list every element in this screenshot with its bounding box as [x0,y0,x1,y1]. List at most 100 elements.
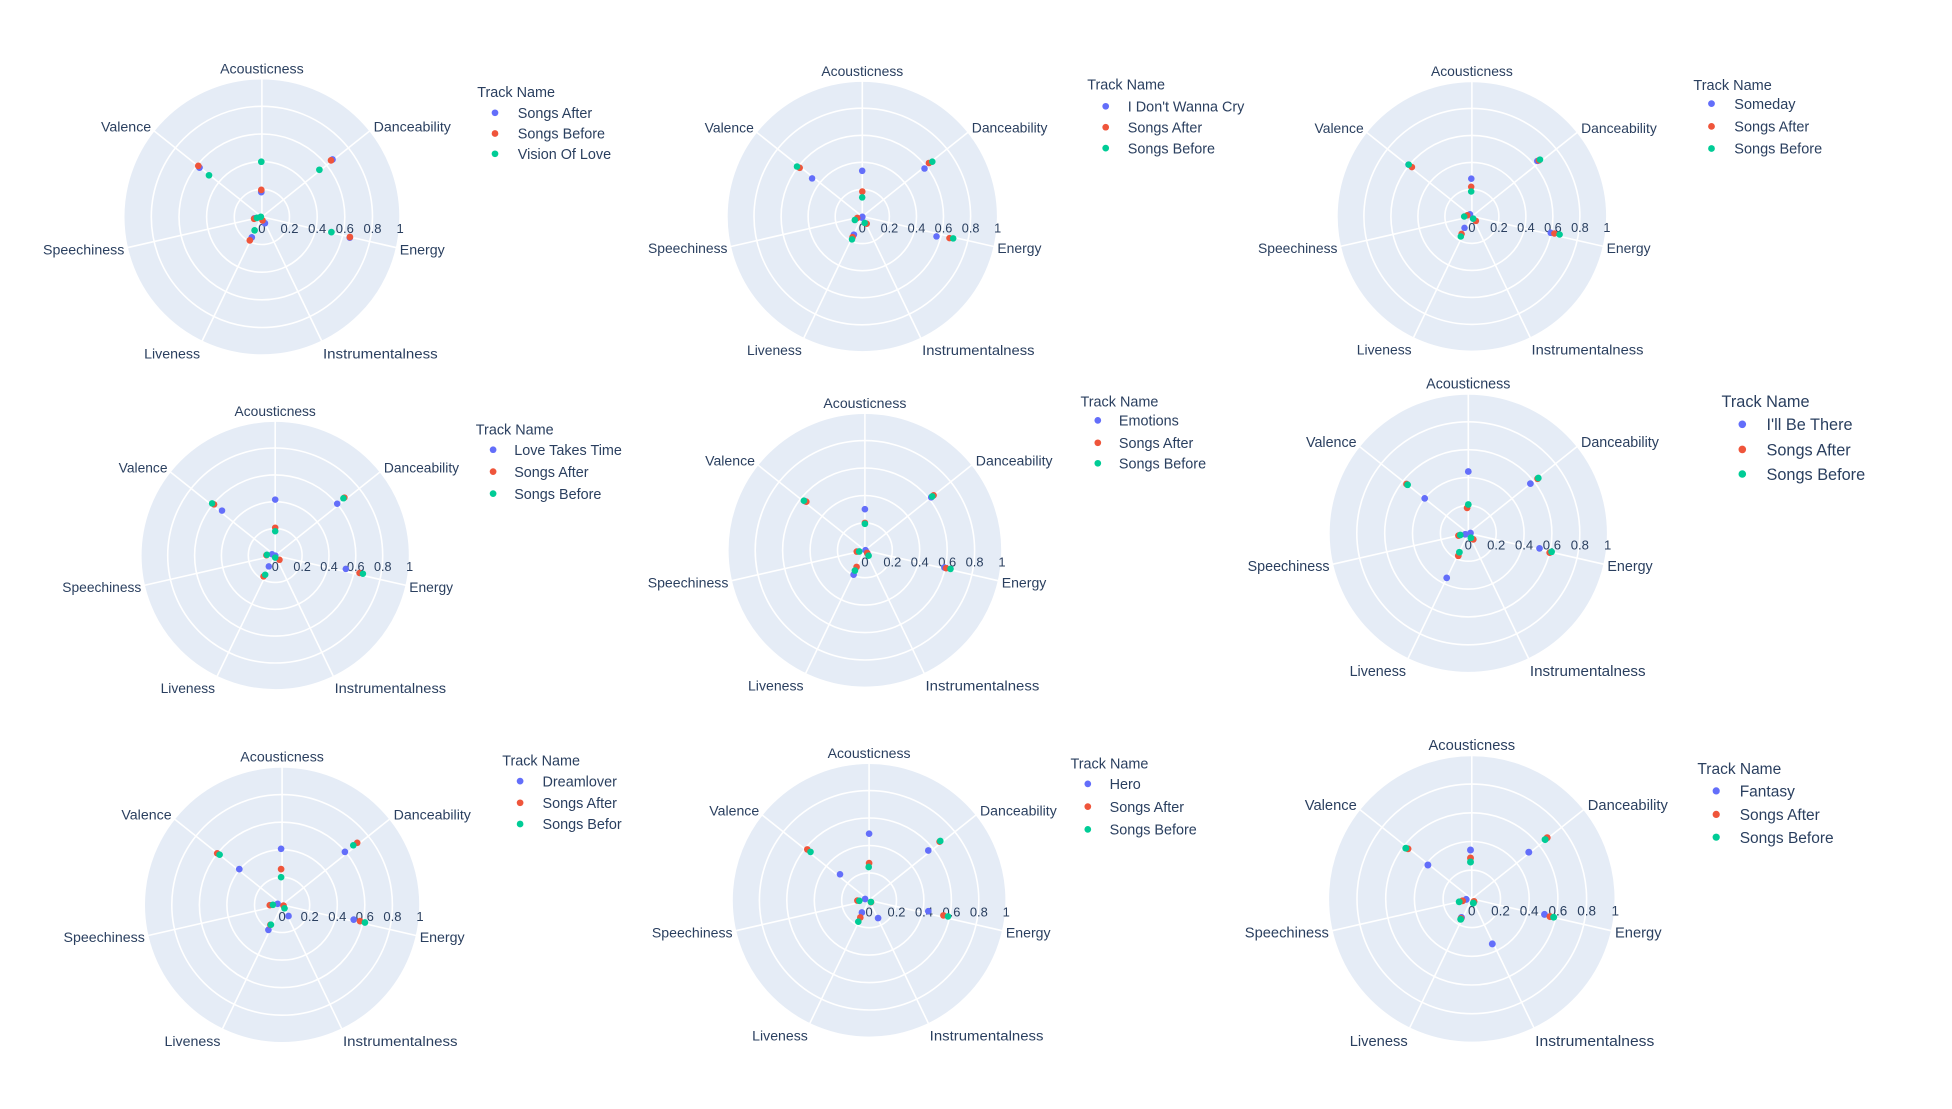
svg-text:Energy: Energy [997,240,1041,256]
svg-text:0.2: 0.2 [1487,538,1505,553]
svg-text:Track Name: Track Name [1697,761,1781,778]
svg-text:Danceability: Danceability [980,802,1058,818]
svg-text:Love Takes Time: Love Takes Time [514,443,622,459]
svg-text:Liveness: Liveness [161,681,216,696]
svg-text:0.4: 0.4 [1515,538,1533,553]
svg-text:Songs Before: Songs Before [1128,141,1215,157]
svg-text:Liveness: Liveness [752,1028,808,1044]
svg-text:Acousticness: Acousticness [823,395,906,411]
svg-text:Songs Befor: Songs Befor [543,817,622,833]
svg-text:0.4: 0.4 [908,221,926,235]
svg-text:Instrumentalness: Instrumentalness [922,342,1034,358]
svg-text:Energy: Energy [1002,574,1048,590]
svg-text:Valence: Valence [119,460,168,475]
svg-text:Valence: Valence [101,119,151,135]
svg-text:Energy: Energy [1615,926,1662,942]
svg-text:0.8: 0.8 [970,904,988,919]
svg-text:Track Name: Track Name [1693,78,1771,94]
svg-text:I'll Be There: I'll Be There [1767,416,1853,434]
svg-text:0: 0 [272,560,279,574]
svg-text:0.8: 0.8 [374,560,392,574]
svg-text:Vision Of Love: Vision Of Love [518,147,611,163]
svg-text:0.4: 0.4 [328,909,346,924]
svg-text:Valence: Valence [1306,435,1357,451]
svg-text:Songs Before: Songs Before [514,487,601,503]
svg-text:0: 0 [258,221,265,236]
svg-text:1: 1 [406,560,413,574]
svg-text:Liveness: Liveness [1357,342,1412,358]
svg-text:0.8: 0.8 [363,221,381,236]
svg-text:Valence: Valence [709,802,759,818]
svg-text:Liveness: Liveness [748,678,804,694]
svg-text:Track Name: Track Name [502,753,580,769]
svg-text:Songs Before: Songs Before [1119,457,1206,473]
svg-text:0: 0 [861,554,868,569]
svg-text:Danceability: Danceability [976,452,1054,468]
svg-text:Liveness: Liveness [165,1034,221,1050]
svg-text:Fantasy: Fantasy [1740,784,1795,801]
svg-text:Liveness: Liveness [747,342,802,358]
svg-text:Hero: Hero [1110,777,1141,793]
svg-text:0.4: 0.4 [1520,904,1539,919]
svg-text:Songs After: Songs After [1734,120,1809,136]
svg-text:Danceability: Danceability [384,460,459,475]
svg-text:0: 0 [1468,904,1476,919]
svg-text:Liveness: Liveness [144,346,200,362]
svg-text:Valence: Valence [705,452,755,468]
svg-text:Someday: Someday [1734,97,1796,113]
svg-text:Songs After: Songs After [1110,800,1185,816]
svg-text:Energy: Energy [400,242,446,258]
svg-text:1: 1 [1003,904,1010,919]
svg-text:0.4: 0.4 [911,554,929,569]
svg-text:0.2: 0.2 [888,904,906,919]
svg-text:Danceability: Danceability [1581,120,1657,136]
svg-text:Energy: Energy [1006,924,1052,940]
svg-text:Speechiness: Speechiness [652,924,733,940]
svg-text:Energy: Energy [1607,240,1651,256]
svg-text:Track Name: Track Name [476,423,554,439]
svg-text:Instrumentalness: Instrumentalness [1530,664,1646,680]
svg-text:Track Name: Track Name [1081,395,1159,411]
svg-text:Instrumentalness: Instrumentalness [323,346,438,362]
svg-text:Instrumentalness: Instrumentalness [1532,342,1644,358]
svg-text:Danceability: Danceability [972,120,1048,136]
svg-text:Emotions: Emotions [1119,414,1179,430]
svg-text:Songs After: Songs After [1128,120,1203,136]
svg-text:Valence: Valence [1305,798,1357,814]
svg-text:0.6: 0.6 [935,221,953,235]
svg-text:Instrumentalness: Instrumentalness [1535,1034,1654,1050]
svg-text:0: 0 [866,904,873,919]
svg-text:Danceability: Danceability [1581,435,1660,451]
svg-text:0.2: 0.2 [1490,221,1508,235]
svg-text:0.2: 0.2 [301,909,319,924]
svg-text:Valence: Valence [121,808,171,824]
svg-text:Valence: Valence [1315,120,1364,136]
svg-text:Songs Before: Songs Before [1734,142,1822,158]
svg-text:Speechiness: Speechiness [43,242,124,258]
svg-text:0.2: 0.2 [1491,904,1510,919]
svg-text:Instrumentalness: Instrumentalness [335,681,447,696]
svg-text:Energy: Energy [1607,559,1653,575]
svg-text:0: 0 [278,909,285,924]
svg-text:Acousticness: Acousticness [1426,377,1510,393]
svg-text:0.6: 0.6 [336,221,354,236]
svg-text:Track Name: Track Name [477,85,555,101]
svg-text:Valence: Valence [705,120,754,136]
svg-text:Speechiness: Speechiness [62,580,141,595]
svg-text:Songs After: Songs After [1767,441,1852,459]
svg-text:Energy: Energy [420,930,466,946]
svg-text:Speechiness: Speechiness [1258,240,1338,256]
svg-text:Acousticness: Acousticness [828,745,911,761]
svg-text:0: 0 [1468,221,1475,235]
svg-text:0.4: 0.4 [308,221,326,236]
svg-text:1: 1 [994,221,1001,235]
svg-text:Acousticness: Acousticness [235,404,316,419]
svg-text:0.8: 0.8 [1577,904,1596,919]
svg-text:0.8: 0.8 [1571,221,1589,235]
svg-text:Track Name: Track Name [1722,393,1810,411]
svg-text:0: 0 [859,221,866,235]
svg-text:Acousticness: Acousticness [1431,63,1513,79]
svg-text:Danceability: Danceability [1588,798,1669,814]
svg-text:Speechiness: Speechiness [648,240,728,256]
svg-text:0.8: 0.8 [383,909,401,924]
